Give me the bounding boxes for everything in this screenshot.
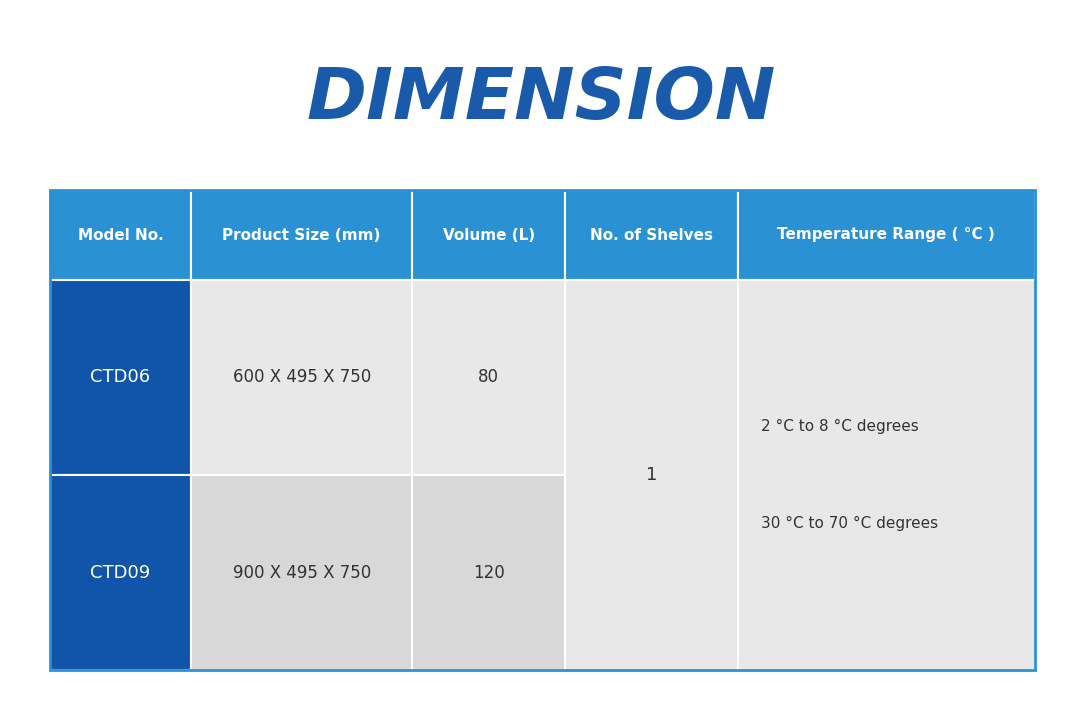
Text: 1: 1 [645,466,657,484]
Bar [50,475,191,670]
Text: Temperature Range ( °C ): Temperature Range ( °C ) [778,227,995,242]
Text: Model No.: Model No. [78,227,164,242]
Text: No. of Shelves: No. of Shelves [590,227,713,242]
Text: CTD06: CTD06 [90,369,151,386]
Text: 2 °C to 8 °C degrees: 2 °C to 8 °C degrees [761,419,919,434]
Bar [413,280,565,475]
Text: Volume (L): Volume (L) [443,227,535,242]
Text: 80: 80 [479,369,499,386]
Text: 600 X 495 X 750: 600 X 495 X 750 [233,369,370,386]
Text: Product Size (mm): Product Size (mm) [222,227,381,242]
Bar [565,190,738,280]
Bar [738,190,1035,280]
Text: 120: 120 [473,564,505,581]
Text: 30 °C to 70 °C degrees: 30 °C to 70 °C degrees [761,516,939,531]
Bar [191,190,413,280]
Bar [565,280,738,670]
Text: DIMENSION: DIMENSION [306,65,777,135]
Bar [50,190,191,280]
Bar [50,280,191,475]
Bar [413,475,565,670]
Bar [50,190,1035,670]
Text: CTD09: CTD09 [90,564,151,581]
Bar [191,280,413,475]
Text: 900 X 495 X 750: 900 X 495 X 750 [233,564,370,581]
Bar [191,475,413,670]
Bar [738,280,1035,670]
Bar [413,190,565,280]
